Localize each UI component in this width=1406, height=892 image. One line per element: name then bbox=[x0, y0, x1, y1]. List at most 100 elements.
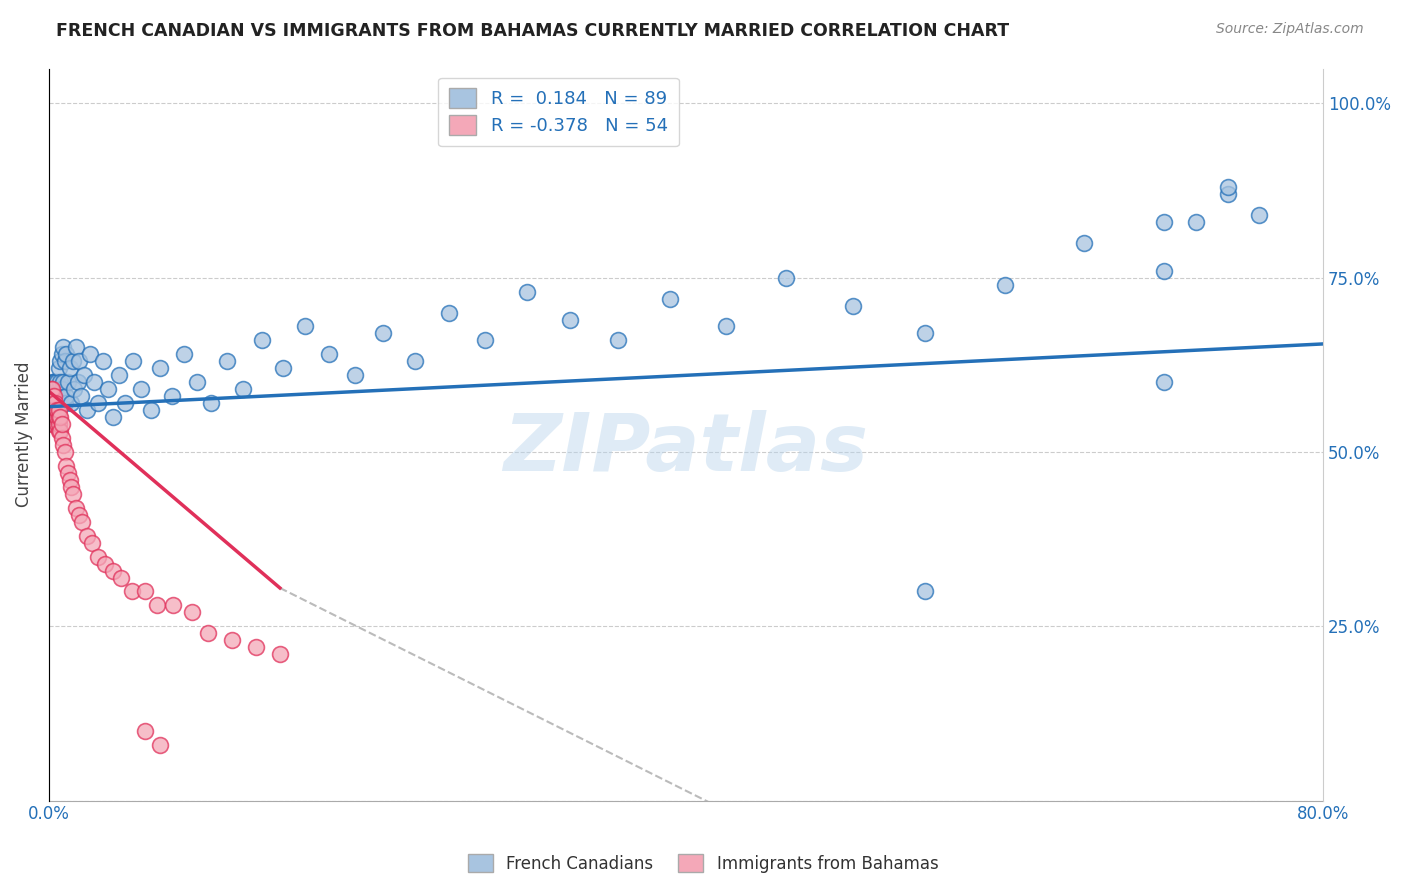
Point bbox=[55, 389, 77, 403]
Point bbox=[87, 396, 110, 410]
Point bbox=[1249, 208, 1271, 222]
Point bbox=[52, 376, 75, 390]
Point bbox=[45, 403, 67, 417]
Point bbox=[51, 431, 73, 445]
Point bbox=[87, 549, 110, 564]
Point bbox=[221, 633, 243, 648]
Point bbox=[67, 354, 90, 368]
Point bbox=[69, 389, 91, 403]
Point bbox=[39, 382, 62, 396]
Point bbox=[91, 354, 114, 368]
Point bbox=[59, 361, 82, 376]
Point bbox=[775, 270, 797, 285]
Point bbox=[44, 410, 66, 425]
Point bbox=[49, 389, 72, 403]
Point bbox=[42, 403, 65, 417]
Point bbox=[55, 458, 77, 473]
Point bbox=[83, 376, 105, 390]
Point bbox=[245, 640, 267, 655]
Point bbox=[1184, 215, 1206, 229]
Point bbox=[53, 396, 76, 410]
Point bbox=[294, 319, 316, 334]
Point bbox=[134, 584, 156, 599]
Point bbox=[271, 361, 294, 376]
Point bbox=[52, 340, 75, 354]
Point bbox=[45, 376, 67, 390]
Point bbox=[217, 354, 239, 368]
Point bbox=[173, 347, 195, 361]
Point bbox=[232, 382, 254, 396]
Point bbox=[42, 396, 65, 410]
Point bbox=[53, 354, 76, 368]
Point bbox=[48, 403, 70, 417]
Point bbox=[558, 312, 581, 326]
Text: FRENCH CANADIAN VS IMMIGRANTS FROM BAHAMAS CURRENTLY MARRIED CORRELATION CHART: FRENCH CANADIAN VS IMMIGRANTS FROM BAHAM… bbox=[56, 22, 1010, 40]
Point bbox=[1153, 376, 1175, 390]
Point bbox=[65, 500, 87, 515]
Point bbox=[134, 723, 156, 738]
Point bbox=[994, 277, 1017, 292]
Point bbox=[41, 396, 63, 410]
Point bbox=[1216, 180, 1239, 194]
Point bbox=[41, 389, 63, 403]
Point bbox=[45, 403, 67, 417]
Point bbox=[197, 626, 219, 640]
Point bbox=[48, 410, 70, 425]
Point bbox=[48, 424, 70, 438]
Point bbox=[181, 606, 204, 620]
Point bbox=[93, 557, 115, 571]
Point bbox=[49, 376, 72, 390]
Point bbox=[149, 738, 172, 752]
Point bbox=[122, 354, 145, 368]
Point bbox=[63, 382, 86, 396]
Point bbox=[41, 396, 63, 410]
Point bbox=[110, 570, 132, 584]
Point bbox=[48, 382, 70, 396]
Point bbox=[49, 410, 72, 425]
Point bbox=[80, 535, 103, 549]
Point bbox=[44, 403, 66, 417]
Point bbox=[114, 396, 136, 410]
Point bbox=[59, 473, 82, 487]
Point bbox=[79, 347, 101, 361]
Point bbox=[41, 382, 63, 396]
Point bbox=[516, 285, 538, 299]
Point bbox=[56, 376, 79, 390]
Point bbox=[52, 438, 75, 452]
Point bbox=[373, 326, 395, 341]
Point bbox=[146, 599, 169, 613]
Point bbox=[149, 361, 172, 376]
Point bbox=[41, 410, 63, 425]
Point bbox=[1153, 215, 1175, 229]
Point bbox=[269, 647, 291, 661]
Point bbox=[1073, 235, 1095, 250]
Point bbox=[44, 376, 66, 390]
Point bbox=[72, 515, 94, 529]
Point bbox=[41, 410, 63, 425]
Point bbox=[42, 389, 65, 403]
Point bbox=[66, 376, 89, 390]
Point bbox=[101, 564, 124, 578]
Point bbox=[55, 347, 77, 361]
Point bbox=[39, 396, 62, 410]
Point bbox=[44, 403, 66, 417]
Point bbox=[1216, 187, 1239, 202]
Point bbox=[49, 354, 72, 368]
Point bbox=[714, 319, 737, 334]
Point bbox=[131, 382, 153, 396]
Point bbox=[56, 466, 79, 480]
Point bbox=[914, 326, 936, 341]
Point bbox=[39, 396, 62, 410]
Point bbox=[39, 389, 62, 403]
Point bbox=[160, 389, 183, 403]
Point bbox=[51, 347, 73, 361]
Point bbox=[48, 417, 70, 431]
Point bbox=[62, 487, 84, 501]
Point bbox=[65, 340, 87, 354]
Point bbox=[101, 410, 124, 425]
Point bbox=[842, 299, 865, 313]
Point bbox=[45, 410, 67, 425]
Point bbox=[42, 376, 65, 390]
Point bbox=[41, 389, 63, 403]
Point bbox=[42, 389, 65, 403]
